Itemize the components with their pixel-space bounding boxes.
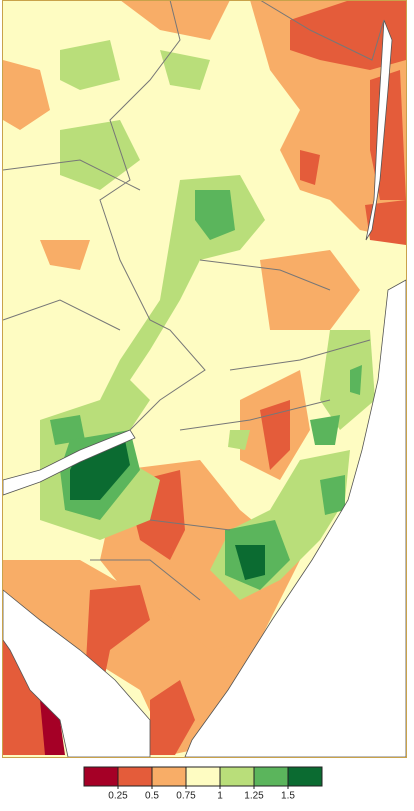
legend-tick-label: 0.25 [108,791,128,802]
map-frame [2,0,407,758]
legend-tick-label: 1.25 [244,791,264,802]
legend-swatch [253,766,289,787]
legend-swatch [83,766,119,787]
legend-swatch [287,766,323,787]
legend-tick-label: 1 [217,791,223,802]
legend-swatch [151,766,187,787]
legend-tick-label: 0.75 [176,791,196,802]
legend: 0.25 0.5 0.75 1 1.25 1.5 [83,766,323,802]
legend-swatch [219,766,255,787]
water [2,19,407,758]
zone-under-0-25 [40,700,65,755]
legend-tick-label: 0.5 [145,791,159,802]
legend-tick-label: 1.5 [281,791,295,802]
legend-swatch [117,766,153,787]
map [2,0,407,758]
legend-swatch [185,766,221,787]
boundaries [2,0,385,601]
